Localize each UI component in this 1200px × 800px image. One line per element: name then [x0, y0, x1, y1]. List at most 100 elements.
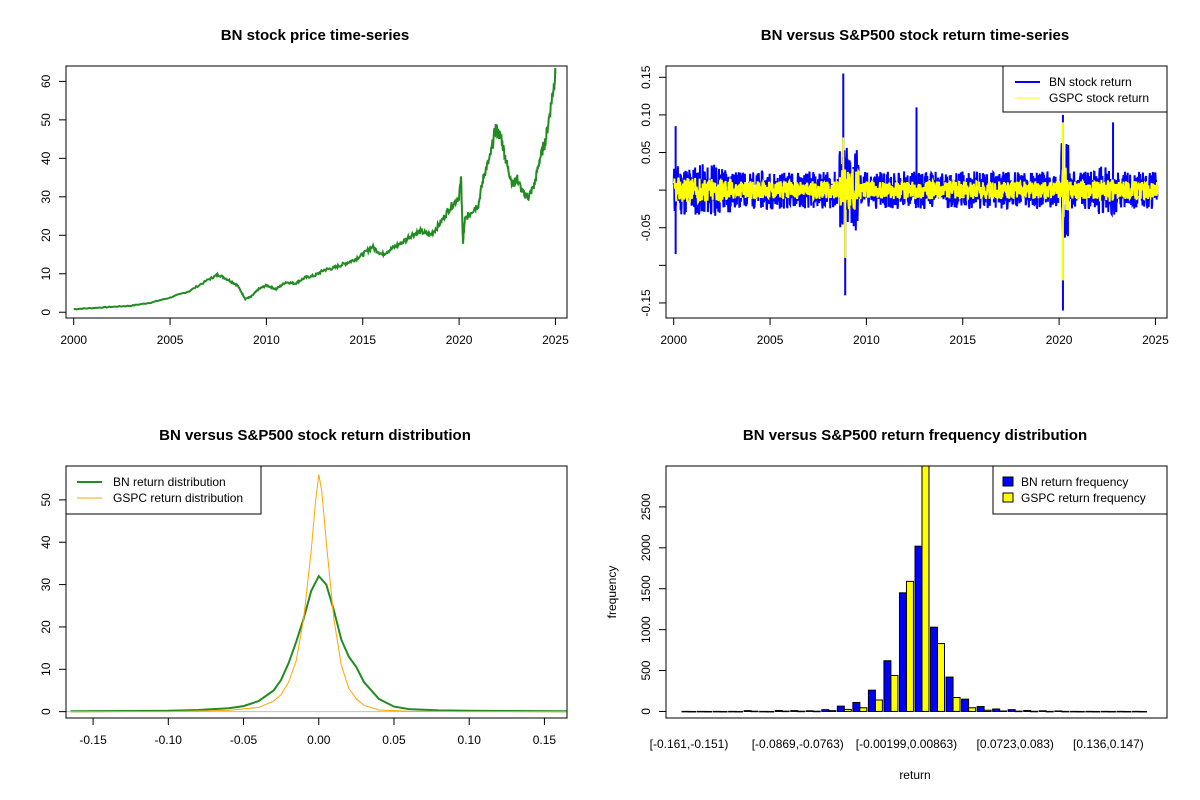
x-tick-label: 2005 — [757, 333, 784, 347]
series-line-bn-price — [73, 67, 557, 311]
bar-bn — [681, 710, 690, 713]
bar-gspc — [719, 710, 728, 713]
x-tick-label: 2020 — [1046, 333, 1073, 347]
x-tick-label: 2015 — [949, 333, 976, 347]
bar-bn — [883, 660, 892, 712]
bar-bn — [1038, 710, 1047, 712]
x-tick-label: [-0.161,-0.151) — [650, 737, 729, 751]
panel-histogram: BN versus S&P500 return frequency distri… — [605, 427, 1168, 782]
bar-gspc — [1045, 710, 1054, 713]
bar-gspc — [1061, 710, 1070, 713]
y-axis-label: frequency — [605, 566, 619, 619]
bar-gspc — [1030, 710, 1039, 713]
y-tick-label: -0.15 — [639, 289, 653, 317]
series-line-gspc-density — [70, 474, 567, 713]
x-tick-label: [-0.0869,-0.0763) — [752, 737, 844, 751]
legend-returns: BN stock return GSPC stock return — [1002, 65, 1168, 113]
bar-gspc — [812, 710, 821, 713]
bar-gspc — [905, 580, 914, 712]
y-tick-label: 0 — [39, 708, 53, 715]
bar-bn — [930, 626, 939, 712]
bar-gspc — [937, 643, 946, 712]
bar-bn — [1131, 710, 1140, 713]
y-tick-label: 10 — [39, 662, 53, 676]
x-tick-label: 2000 — [60, 333, 87, 347]
y-tick-label: 60 — [39, 74, 53, 88]
bar-gspc — [999, 710, 1008, 712]
y-tick-label: -0.05 — [639, 214, 653, 242]
bar-gspc — [843, 708, 852, 712]
bar-bn — [976, 706, 985, 712]
legend-density: BN return distribution GSPC return distr… — [65, 465, 262, 515]
chart-title-price: BN stock price time-series — [221, 27, 409, 44]
x-tick-label: 0.00 — [307, 733, 331, 747]
x-tick-label: -0.15 — [79, 733, 107, 747]
x-tick-label: [0.136,0.147) — [1073, 737, 1144, 751]
legend-label-gspc: GSPC stock return — [1049, 91, 1149, 105]
bar-bn — [945, 676, 954, 712]
panel-returns: BN versus S&P500 stock return time-serie… — [639, 27, 1169, 347]
bar-gspc — [688, 710, 697, 713]
x-tick-label: -0.10 — [155, 733, 183, 747]
bar-bn — [836, 705, 845, 712]
y-tick-label: 50 — [39, 493, 53, 507]
legend-box — [992, 465, 1168, 515]
legend-histogram: BN return frequency GSPC return frequenc… — [992, 465, 1168, 515]
x-tick-label: 0.15 — [533, 733, 557, 747]
legend-swatch-gspc — [1002, 492, 1014, 503]
bar-gspc — [890, 674, 899, 712]
bar-gspc — [1123, 710, 1132, 713]
panel-density: BN versus S&P500 stock return distributi… — [39, 427, 568, 747]
legend-label-gspc: GSPC return distribution — [113, 491, 243, 505]
bar-bn — [867, 689, 876, 712]
bar-bn — [852, 701, 861, 712]
legend-label-bn: BN stock return — [1049, 75, 1132, 89]
bar-bn — [914, 545, 923, 712]
legend-label-bn: BN return frequency — [1021, 475, 1128, 489]
bar-gspc — [750, 710, 759, 713]
bar-bn — [1069, 710, 1078, 713]
bar-gspc — [983, 709, 992, 712]
series-line-gspc-return — [672, 167, 1159, 211]
x-tick-label: 0.10 — [458, 733, 482, 747]
bar-bn — [961, 698, 970, 712]
plot-frame — [665, 65, 1168, 319]
bar-gspc — [797, 710, 806, 713]
bar-gspc — [1092, 710, 1101, 713]
bar-bn — [1023, 709, 1032, 712]
plot-frame — [665, 465, 1168, 719]
y-tick-label: 40 — [39, 151, 53, 165]
y-tick-label: 0.05 — [639, 141, 653, 165]
bar-bn — [697, 710, 706, 713]
bar-bn — [1085, 710, 1094, 713]
y-tick-label: 50 — [39, 113, 53, 127]
legend-label-gspc: GSPC return frequency — [1021, 491, 1146, 505]
x-tick-label: 2025 — [542, 333, 569, 347]
panel-price: BN stock price time-series 2000 2005 2010 2… — [39, 27, 569, 347]
x-tick-label: 2010 — [253, 333, 280, 347]
bar-gspc — [1138, 710, 1147, 713]
plot-frame — [65, 465, 568, 719]
bar-gspc — [828, 710, 837, 712]
bar-bn — [1054, 710, 1063, 712]
bar-bn — [759, 710, 768, 713]
y-tick-label: 1000 — [639, 616, 653, 643]
x-tick-label: 2000 — [660, 333, 687, 347]
y-tick-label: 0.15 — [639, 65, 653, 89]
chart-title-returns: BN versus S&P500 stock return time-serie… — [761, 27, 1069, 44]
y-tick-label: 0 — [639, 708, 653, 715]
x-tick-label: 2010 — [853, 333, 880, 347]
series-line-bn-density — [70, 574, 568, 713]
x-tick-label: 2025 — [1142, 333, 1169, 347]
y-tick-label: 30 — [39, 190, 53, 204]
bar-gspc — [968, 707, 977, 712]
y-tick-label: 10 — [39, 267, 53, 281]
bar-gspc — [704, 710, 713, 713]
bar-bn — [712, 710, 721, 713]
x-axis-label: return — [899, 768, 930, 782]
y-tick-label: 0 — [39, 309, 53, 316]
bar-bn — [992, 708, 1001, 712]
bar-bn — [743, 710, 752, 712]
bar-bn — [821, 709, 830, 712]
